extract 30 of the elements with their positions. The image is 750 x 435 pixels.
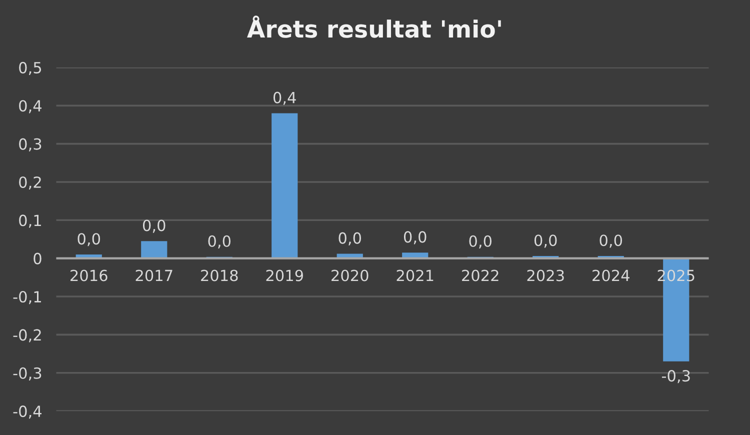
x-tick-label: 2021 [396,270,434,282]
x-tick-label: 2024 [592,270,630,282]
data-label: 0,0 [78,233,100,246]
chart-title: Årets resultat 'mio' [247,16,501,38]
x-tick-label: 2017 [136,270,172,282]
data-label: 0,0 [338,232,362,246]
y-tick-label: -0,2 [13,329,41,342]
data-label: 0,0 [534,234,557,248]
y-tick-label: -0,4 [13,406,42,419]
y-tick-label: 0,4 [19,100,42,114]
y-tick-label: 0,2 [19,176,41,190]
y-tick-label: -0,1 [13,290,41,304]
y-tick-label: 0,1 [19,214,41,228]
y-tick-label: 0 [34,252,42,264]
x-tick-label: 2020 [332,270,368,282]
data-label: 0,0 [469,235,492,248]
x-tick-label: 2018 [201,270,238,282]
x-tick-label: 2019 [266,270,303,282]
y-tick-label: -0,3 [13,367,42,380]
data-label: 0,0 [600,234,622,248]
data-label: 0,0 [208,235,231,248]
x-tick-label: 2016 [70,270,108,282]
data-label: 0,0 [404,231,426,244]
data-label: -0,3 [662,370,690,384]
y-tick-label: 0,5 [19,62,42,76]
data-label: 0,4 [273,92,296,105]
x-tick-label: 2022 [462,270,498,282]
data-label: 0,0 [142,220,166,233]
y-tick-label: 0,3 [19,138,42,152]
x-tick-label: 2023 [527,270,564,282]
